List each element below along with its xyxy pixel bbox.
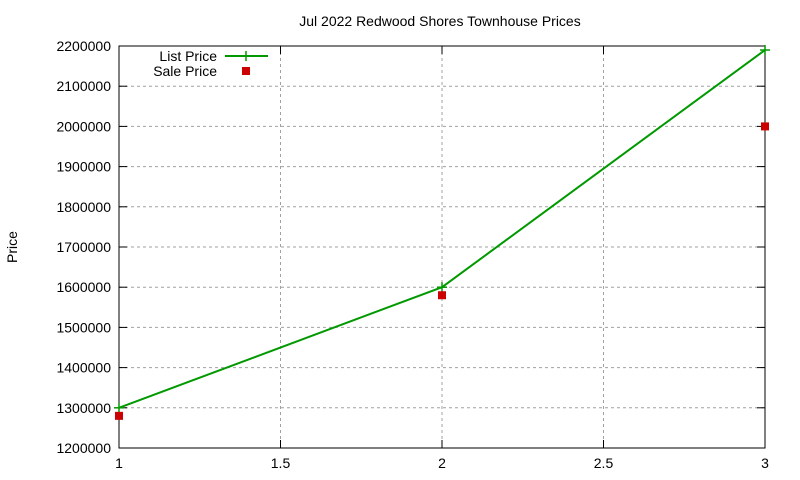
y-tick-label: 2000000 (56, 118, 111, 134)
y-tick-label: 2200000 (56, 38, 111, 54)
sale-price-point (438, 291, 446, 300)
legend-square-icon (242, 67, 250, 75)
y-tick-label: 2100000 (56, 78, 111, 94)
y-tick-label: 1900000 (56, 159, 111, 175)
legend-sale-price: Sale Price (153, 63, 217, 79)
y-tick-label: 1800000 (56, 199, 111, 215)
legend-list-price: List Price (159, 48, 217, 64)
x-tick-label: 1.5 (271, 455, 291, 471)
legend: List Price Sale Price (153, 48, 268, 79)
x-tick-label: 3 (761, 455, 769, 471)
y-axis: 1200000 1300000 1400000 1500000 1600000 17000… (56, 38, 765, 456)
y-tick-label: 1200000 (56, 440, 111, 456)
chart-title: Jul 2022 Redwood Shores Townhouse Prices (299, 13, 580, 29)
sale-price-point (761, 122, 769, 131)
y-tick-label: 1400000 (56, 360, 111, 376)
series (114, 45, 770, 420)
x-tick-label: 1 (115, 455, 123, 471)
y-tick-label: 1600000 (56, 279, 111, 295)
y-tick-label: 1700000 (56, 239, 111, 255)
sale-price-point (115, 411, 123, 420)
y-axis-label: Price (4, 231, 20, 263)
grid (119, 46, 765, 448)
x-tick-label: 2 (438, 455, 446, 471)
y-tick-label: 1500000 (56, 319, 111, 335)
x-axis: 1 1.5 2 2.5 3 (115, 46, 769, 471)
y-tick-label: 1300000 (56, 400, 111, 416)
x-tick-label: 2.5 (594, 455, 614, 471)
